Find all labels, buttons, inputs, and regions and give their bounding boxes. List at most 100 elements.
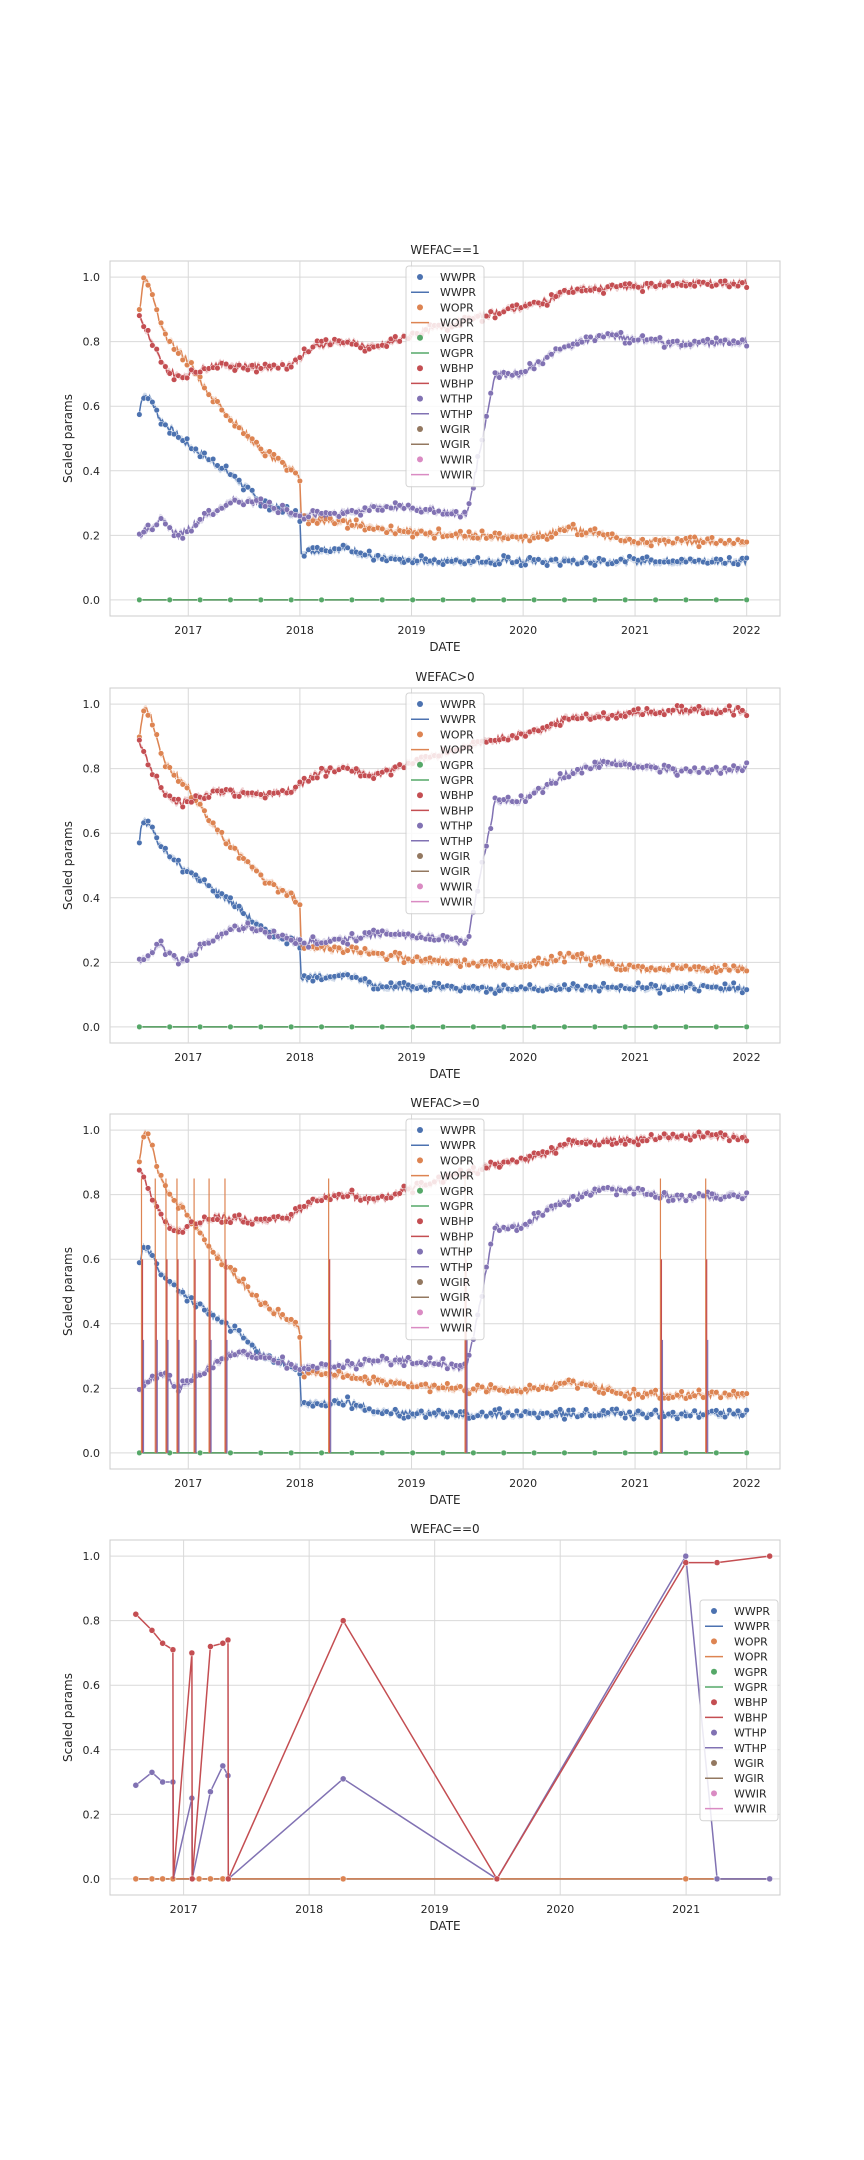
- series-point: [175, 434, 182, 441]
- legend-marker: [417, 274, 423, 280]
- series-point: [192, 871, 199, 879]
- series-point: [726, 702, 733, 709]
- series-point: [522, 985, 529, 992]
- series-point: [426, 986, 434, 993]
- series-point: [557, 722, 564, 729]
- series-point: [210, 456, 217, 463]
- series-point: [214, 398, 221, 405]
- series-point: [275, 509, 282, 516]
- series-point: [713, 1449, 720, 1456]
- series-point: [548, 351, 555, 358]
- series-point: [257, 445, 264, 453]
- legend-label: WOPR: [734, 1651, 768, 1664]
- series-point: [622, 558, 629, 565]
- series-point: [500, 1414, 507, 1421]
- series-point: [652, 982, 659, 989]
- series-point: [314, 520, 321, 527]
- series-point: [175, 778, 182, 785]
- legend-item-wthp: WTHP: [711, 1727, 767, 1740]
- x-tick-label: 2018: [286, 1051, 314, 1064]
- series-point: [652, 1449, 659, 1456]
- series-point: [144, 1130, 152, 1137]
- series-point: [184, 435, 191, 442]
- series-point: [149, 1252, 156, 1259]
- series-point: [548, 953, 555, 960]
- x-tick-label: 2021: [621, 1477, 649, 1490]
- series-point: [596, 286, 603, 293]
- series-point: [223, 929, 230, 937]
- series-point: [726, 537, 733, 544]
- series-point: [292, 1319, 299, 1326]
- series-point: [413, 953, 421, 960]
- legend-item-wgpr: WGPR: [411, 774, 474, 787]
- series-point: [374, 1357, 381, 1364]
- series-point: [687, 768, 694, 775]
- series-point: [617, 1137, 624, 1144]
- series-point: [578, 987, 585, 994]
- series-point: [236, 903, 243, 910]
- series-point: [409, 596, 416, 603]
- series-point: [583, 955, 590, 962]
- series-point: [656, 334, 663, 341]
- series-point: [578, 559, 585, 566]
- series-point: [140, 1173, 147, 1181]
- legend-marker: [417, 1248, 423, 1255]
- series-point: [513, 1158, 520, 1166]
- series-point: [552, 293, 559, 300]
- series-point: [231, 1351, 238, 1358]
- series-point: [318, 1449, 325, 1456]
- series-point: [396, 1190, 403, 1197]
- series-point: [539, 1212, 546, 1219]
- legend-item-wopr: WOPR: [417, 1154, 474, 1167]
- series-point: [661, 1130, 668, 1137]
- legend-label: WGPR: [734, 1666, 768, 1679]
- series-point: [622, 1449, 629, 1456]
- x-tick-label: 2018: [295, 1903, 323, 1916]
- y-tick-label: 0.8: [83, 763, 101, 776]
- series-point: [591, 596, 598, 603]
- legend-label: WGPR: [734, 1681, 768, 1694]
- series-point: [669, 765, 676, 772]
- series-point: [539, 789, 546, 796]
- series-point: [713, 1389, 720, 1396]
- series-point: [288, 889, 295, 897]
- series-point: [669, 707, 676, 714]
- legend-label: WGPR: [440, 332, 474, 345]
- series-point: [726, 967, 733, 974]
- series-point: [465, 933, 473, 940]
- series-point: [340, 1364, 347, 1371]
- x-tick-label: 2022: [733, 1051, 761, 1064]
- series-point: [344, 525, 351, 532]
- series-point: [518, 1388, 525, 1396]
- legend-item-wgpr: WGPR: [411, 1200, 474, 1213]
- series-point: [596, 1141, 603, 1148]
- series-point: [240, 1334, 247, 1342]
- series-point: [583, 529, 590, 536]
- series-point: [179, 1289, 186, 1296]
- legend-label: WWIR: [734, 1787, 767, 1800]
- series-point: [197, 1449, 204, 1456]
- legend-item-wgir: WGIR: [411, 865, 471, 878]
- legend-label: WGIR: [734, 1757, 765, 1770]
- legend-label: WGIR: [440, 1291, 471, 1304]
- series-point: [652, 764, 659, 771]
- series-point: [387, 952, 395, 959]
- series-point: [483, 1413, 490, 1420]
- series-point: [383, 1355, 390, 1362]
- series-point: [522, 1221, 529, 1228]
- chart-title: WEFAC>=0: [410, 1096, 479, 1110]
- legend-label: WBHP: [440, 789, 474, 802]
- series-point: [171, 431, 178, 438]
- legend-label: WBHP: [440, 377, 474, 390]
- legend-label: WOPR: [440, 317, 474, 330]
- series-point: [513, 301, 520, 308]
- series-point: [674, 1392, 681, 1399]
- series-point: [236, 1211, 243, 1219]
- series-point: [561, 981, 568, 988]
- series-point: [544, 1207, 551, 1214]
- series-point: [570, 770, 577, 777]
- series-point: [617, 1410, 624, 1417]
- series-point: [717, 1410, 724, 1417]
- series-point: [734, 1407, 742, 1414]
- legend-item-wbhp: WBHP: [705, 1711, 768, 1724]
